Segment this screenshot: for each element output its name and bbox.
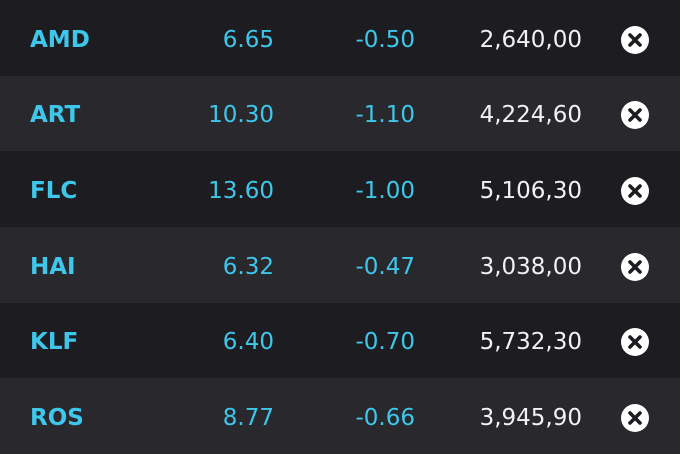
stock-row: FLC 13.60 -1.00 5,106,30 <box>0 151 680 227</box>
symbol: AMD <box>30 26 90 53</box>
remove-button[interactable] <box>620 176 650 206</box>
price: 8.77 <box>222 405 274 432</box>
remove-button[interactable] <box>620 252 650 282</box>
change: -0.66 <box>355 405 415 432</box>
price: 6.32 <box>222 253 274 280</box>
value: 5,106,30 <box>479 178 582 205</box>
change: -0.70 <box>355 329 415 356</box>
stock-row: KLF 6.40 -0.70 5,732,30 <box>0 302 680 379</box>
change: -1.00 <box>355 178 415 205</box>
price: 6.40 <box>222 329 274 356</box>
value: 3,038,00 <box>479 253 582 280</box>
price: 13.60 <box>208 178 274 205</box>
stock-row: HAI 6.32 -0.47 3,038,00 <box>0 226 680 303</box>
remove-button[interactable] <box>620 25 650 55</box>
value: 3,945,90 <box>479 405 582 432</box>
change: -0.47 <box>355 253 415 280</box>
stock-row: AMD 6.65 -0.50 2,640,00 <box>0 0 680 76</box>
value: 4,224,60 <box>479 102 582 129</box>
remove-button[interactable] <box>620 403 650 433</box>
value: 2,640,00 <box>479 26 582 53</box>
symbol: ROS <box>30 405 84 432</box>
symbol: HAI <box>30 253 76 280</box>
remove-button[interactable] <box>620 327 650 357</box>
symbol: KLF <box>30 329 79 356</box>
symbol: ART <box>30 102 81 129</box>
stock-row: ROS 8.77 -0.66 3,945,90 <box>0 378 680 454</box>
stock-row: ART 10.30 -1.10 4,224,60 <box>0 75 680 152</box>
change: -1.10 <box>355 102 415 129</box>
value: 5,732,30 <box>479 329 582 356</box>
symbol: FLC <box>30 178 78 205</box>
price: 10.30 <box>208 102 274 129</box>
price: 6.65 <box>222 26 274 53</box>
remove-button[interactable] <box>620 100 650 130</box>
change: -0.50 <box>355 26 415 53</box>
